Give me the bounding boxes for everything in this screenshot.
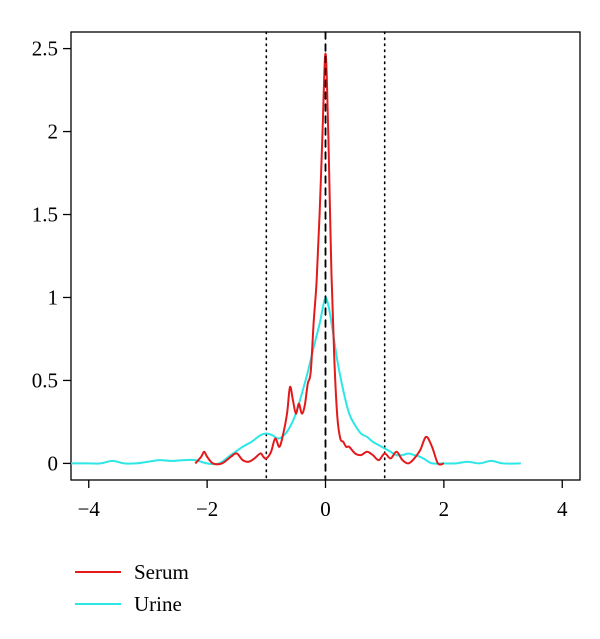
legend-item-serum: Serum [75,556,189,588]
y-tick-label: 1.5 [32,203,58,227]
y-tick-label: 0 [48,451,59,475]
y-tick-label: 1 [48,285,59,309]
legend-swatch-serum [75,571,121,573]
series-line-urine [71,296,521,466]
y-tick-label: 0.5 [32,368,58,392]
x-tick-label: −4 [78,497,101,521]
legend-swatch-urine [75,603,121,605]
x-tick-label: −2 [196,497,218,521]
legend-item-urine: Urine [75,588,189,620]
y-tick-label: 2 [48,120,59,144]
x-tick-label: 0 [320,497,331,521]
x-tick-label: 4 [557,497,568,521]
series-line-serum [194,52,445,466]
legend: Serum Urine [75,556,189,620]
legend-label-urine: Urine [134,591,182,616]
y-tick-label: 2.5 [32,37,58,61]
x-tick-label: 2 [439,497,450,521]
density-chart: −4 −2 0 2 4 0 0.5 1 1.5 2 2.5 [32,31,581,521]
legend-label-serum: Serum [134,559,189,584]
